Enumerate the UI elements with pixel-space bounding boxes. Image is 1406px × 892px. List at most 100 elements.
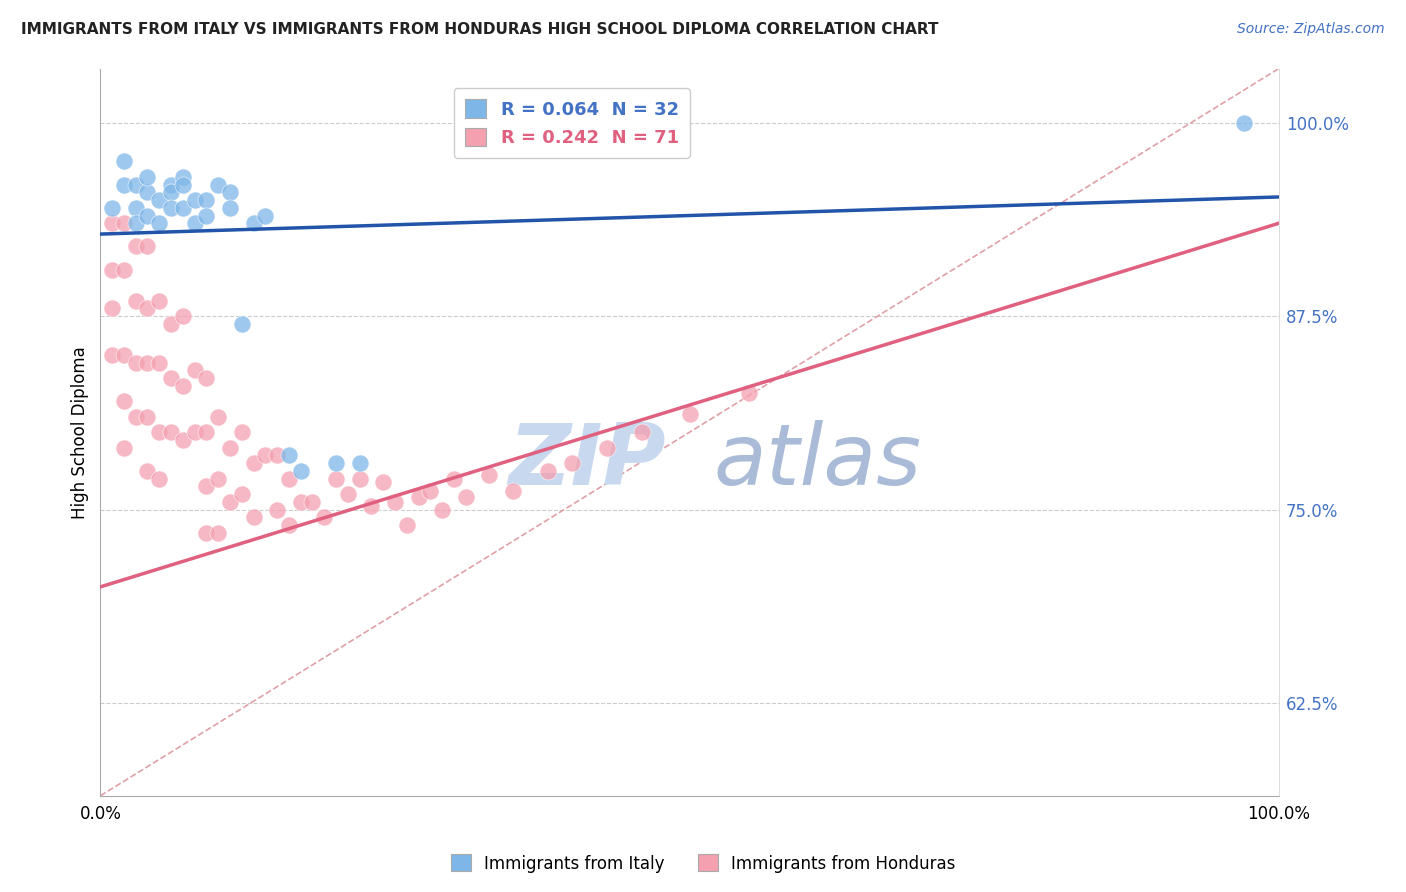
Point <box>419 483 441 498</box>
Point <box>231 317 253 331</box>
Point <box>277 472 299 486</box>
Point <box>325 456 347 470</box>
Point <box>136 355 159 369</box>
Point <box>101 301 124 316</box>
Point <box>136 464 159 478</box>
Point <box>112 216 135 230</box>
Point <box>172 378 194 392</box>
Point <box>384 495 406 509</box>
Point <box>101 201 124 215</box>
Point <box>136 186 159 200</box>
Point <box>148 193 170 207</box>
Point <box>219 495 242 509</box>
Point <box>254 448 277 462</box>
Legend: R = 0.064  N = 32, R = 0.242  N = 71: R = 0.064 N = 32, R = 0.242 N = 71 <box>454 88 690 158</box>
Point <box>160 317 183 331</box>
Point <box>454 490 477 504</box>
Point <box>125 239 148 253</box>
Point <box>112 441 135 455</box>
Point <box>502 483 524 498</box>
Point <box>325 472 347 486</box>
Point <box>148 216 170 230</box>
Point <box>266 448 288 462</box>
Y-axis label: High School Diploma: High School Diploma <box>72 346 89 518</box>
Point <box>125 293 148 308</box>
Point <box>360 500 382 514</box>
Point <box>112 154 135 169</box>
Point <box>183 425 205 439</box>
Point <box>112 348 135 362</box>
Point <box>395 518 418 533</box>
Point <box>430 502 453 516</box>
Point <box>478 468 501 483</box>
Point <box>172 201 194 215</box>
Point <box>148 425 170 439</box>
Point <box>125 355 148 369</box>
Point <box>125 178 148 192</box>
Point <box>242 510 264 524</box>
Point <box>125 409 148 424</box>
Point <box>207 525 229 540</box>
Point <box>160 425 183 439</box>
Point <box>537 464 560 478</box>
Point <box>290 464 312 478</box>
Point <box>314 510 336 524</box>
Point <box>195 193 218 207</box>
Point <box>172 433 194 447</box>
Point <box>148 355 170 369</box>
Point <box>195 209 218 223</box>
Point <box>349 456 371 470</box>
Point <box>207 409 229 424</box>
Point <box>336 487 359 501</box>
Legend: Immigrants from Italy, Immigrants from Honduras: Immigrants from Italy, Immigrants from H… <box>444 847 962 880</box>
Point <box>136 209 159 223</box>
Text: Source: ZipAtlas.com: Source: ZipAtlas.com <box>1237 22 1385 37</box>
Point <box>125 201 148 215</box>
Point <box>290 495 312 509</box>
Point <box>277 448 299 462</box>
Point <box>112 394 135 409</box>
Point <box>195 371 218 385</box>
Point <box>195 479 218 493</box>
Point <box>561 456 583 470</box>
Point <box>101 216 124 230</box>
Point <box>136 409 159 424</box>
Point <box>678 407 700 421</box>
Point <box>349 472 371 486</box>
Point <box>148 472 170 486</box>
Point <box>160 178 183 192</box>
Point <box>183 193 205 207</box>
Point <box>266 502 288 516</box>
Point <box>301 495 323 509</box>
Point <box>112 178 135 192</box>
Point <box>277 518 299 533</box>
Point <box>254 209 277 223</box>
Point <box>160 201 183 215</box>
Point <box>183 216 205 230</box>
Point <box>172 169 194 184</box>
Point <box>737 386 759 401</box>
Point <box>408 490 430 504</box>
Text: ZIP: ZIP <box>509 420 666 503</box>
Point <box>219 186 242 200</box>
Point <box>373 475 395 489</box>
Point <box>160 371 183 385</box>
Point <box>136 301 159 316</box>
Point <box>101 348 124 362</box>
Point <box>183 363 205 377</box>
Point <box>631 425 654 439</box>
Point <box>136 169 159 184</box>
Point <box>242 216 264 230</box>
Point <box>596 441 619 455</box>
Point <box>148 293 170 308</box>
Point <box>231 425 253 439</box>
Point <box>136 239 159 253</box>
Point <box>242 456 264 470</box>
Point <box>112 262 135 277</box>
Point <box>219 201 242 215</box>
Point <box>207 472 229 486</box>
Point <box>172 178 194 192</box>
Point <box>160 186 183 200</box>
Point <box>195 525 218 540</box>
Point <box>172 309 194 323</box>
